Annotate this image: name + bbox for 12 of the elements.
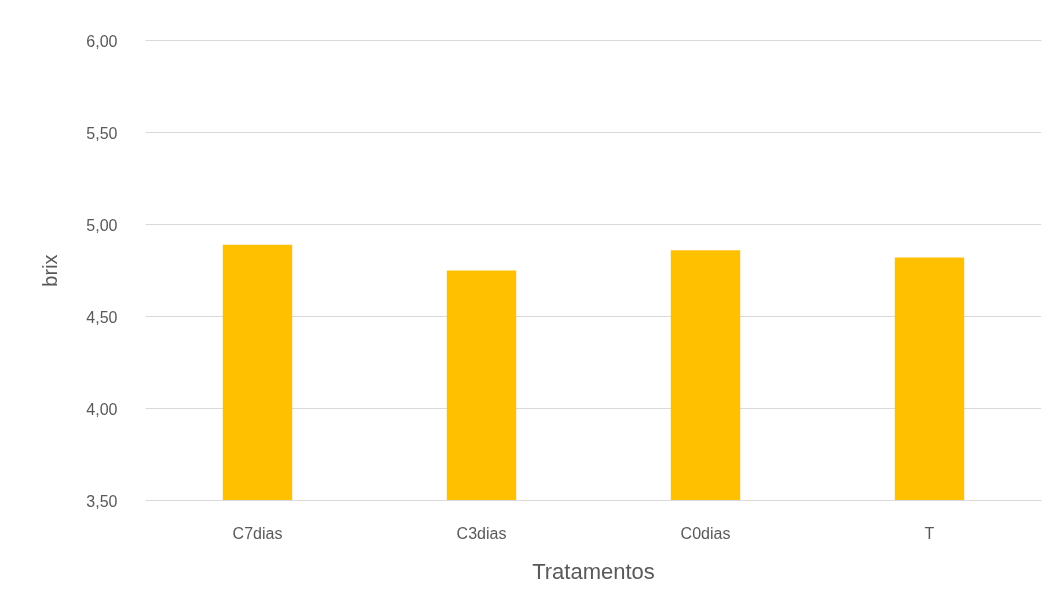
y-tick-label: 3,50 <box>86 492 118 510</box>
y-tick-label: 5,00 <box>86 216 118 234</box>
y-tick-label: 6,00 <box>86 32 118 50</box>
x-tick-label: C3dias <box>456 524 507 542</box>
x-tick-label: C7dias <box>232 524 283 542</box>
y-axis-title: brix <box>39 254 62 287</box>
x-tick-label: T <box>924 524 935 542</box>
y-tick-label: 5,50 <box>86 124 118 142</box>
x-tick-label: C0dias <box>680 524 731 542</box>
y-tick-label: 4,00 <box>86 400 118 418</box>
x-axis-title: Tratamentos <box>532 558 655 584</box>
y-tick-label: 4,50 <box>86 308 118 326</box>
